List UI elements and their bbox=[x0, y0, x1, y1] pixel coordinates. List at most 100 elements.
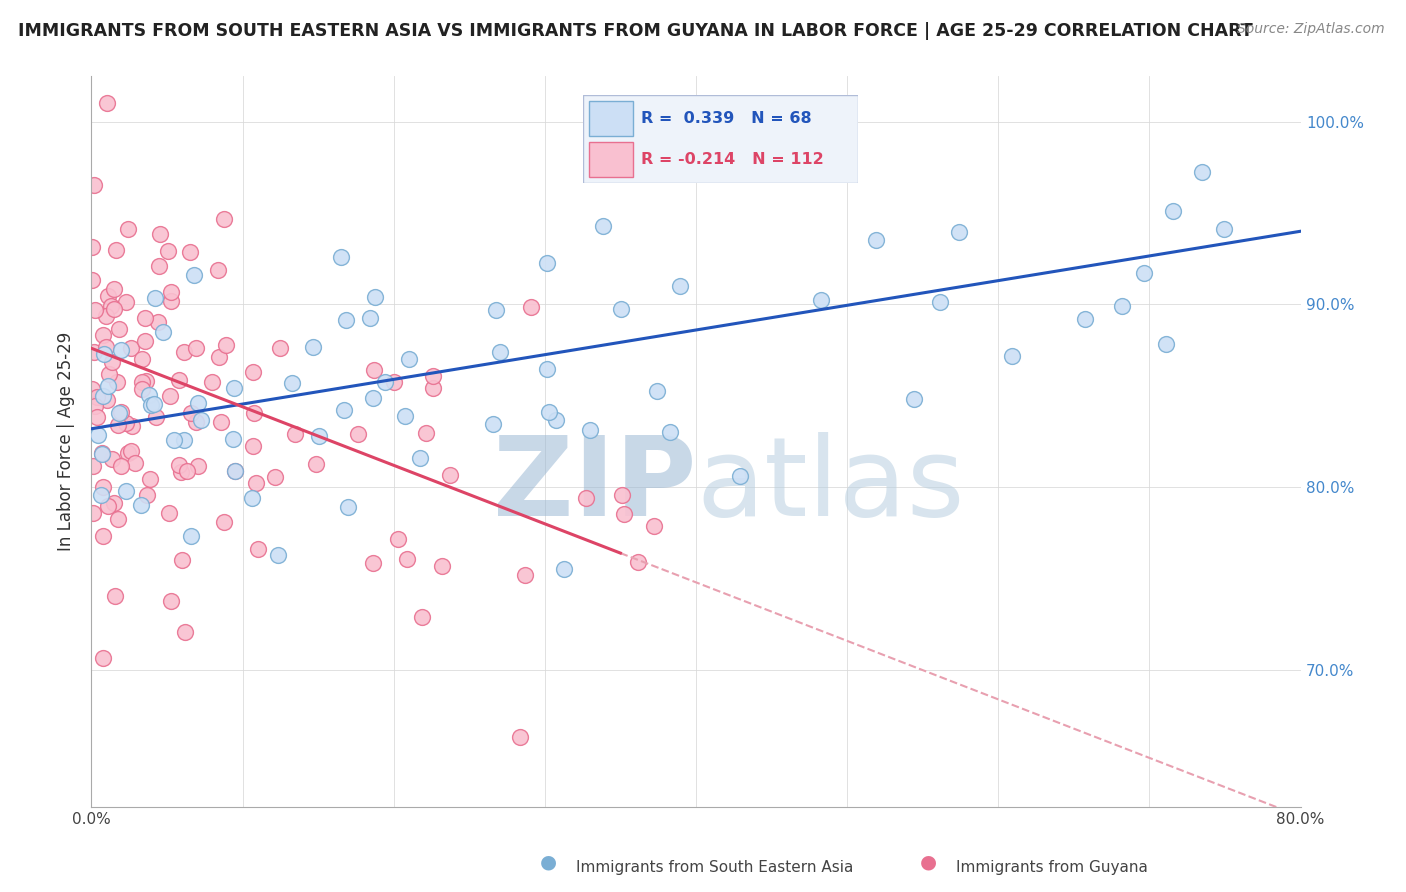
Point bbox=[120, 444, 142, 458]
Point bbox=[332, 403, 354, 417]
Point bbox=[143, 396, 166, 410]
Point bbox=[105, 376, 128, 390]
Point bbox=[173, 345, 195, 359]
Point bbox=[159, 388, 181, 402]
Point bbox=[117, 446, 139, 460]
Point bbox=[284, 427, 307, 442]
Point bbox=[269, 341, 291, 355]
Point bbox=[245, 475, 267, 490]
Point bbox=[86, 409, 108, 424]
Point bbox=[80, 382, 103, 396]
Point bbox=[104, 589, 127, 603]
Point bbox=[97, 378, 120, 392]
Point bbox=[482, 417, 505, 432]
Point bbox=[1074, 311, 1097, 326]
Point bbox=[183, 268, 205, 282]
Text: Source: ZipAtlas.com: Source: ZipAtlas.com bbox=[1237, 22, 1385, 37]
Point bbox=[643, 518, 665, 533]
Point bbox=[120, 341, 142, 355]
Point bbox=[159, 593, 181, 607]
Point bbox=[152, 325, 174, 339]
FancyBboxPatch shape bbox=[589, 142, 633, 177]
Point bbox=[1154, 337, 1177, 351]
Point bbox=[186, 416, 208, 430]
Text: R =  0.339   N = 68: R = 0.339 N = 68 bbox=[641, 111, 811, 126]
Point bbox=[91, 447, 114, 461]
Text: IMMIGRANTS FROM SOUTH EASTERN ASIA VS IMMIGRANTS FROM GUYANA IN LABOR FORCE | AG: IMMIGRANTS FROM SOUTH EASTERN ASIA VS IM… bbox=[18, 22, 1253, 40]
Point bbox=[520, 300, 543, 314]
Point bbox=[145, 410, 167, 425]
Point bbox=[110, 458, 132, 473]
Text: atlas: atlas bbox=[696, 432, 965, 539]
Point bbox=[184, 341, 207, 355]
Point bbox=[538, 405, 561, 419]
Point bbox=[148, 259, 170, 273]
Point bbox=[865, 233, 887, 247]
Point bbox=[246, 541, 269, 556]
Point bbox=[613, 507, 636, 521]
Point bbox=[87, 428, 110, 442]
Point bbox=[82, 458, 104, 473]
Point bbox=[114, 295, 136, 310]
Point bbox=[411, 610, 433, 624]
Point bbox=[167, 373, 190, 387]
Point bbox=[627, 555, 650, 569]
Point bbox=[422, 381, 444, 395]
Point bbox=[107, 512, 129, 526]
Point bbox=[135, 488, 157, 502]
Point bbox=[263, 470, 285, 484]
Point bbox=[157, 244, 180, 258]
Point bbox=[305, 457, 328, 471]
Point bbox=[160, 285, 183, 299]
Point bbox=[86, 390, 108, 404]
Point bbox=[337, 500, 360, 514]
Point bbox=[1111, 299, 1133, 313]
Point bbox=[394, 409, 416, 423]
Point bbox=[224, 381, 246, 395]
Point bbox=[645, 384, 668, 399]
FancyBboxPatch shape bbox=[589, 101, 633, 136]
Point bbox=[214, 211, 236, 226]
Point bbox=[948, 225, 970, 239]
Point bbox=[82, 273, 104, 287]
Point bbox=[96, 96, 118, 111]
Point bbox=[207, 262, 229, 277]
Point bbox=[398, 351, 420, 366]
Point bbox=[1132, 266, 1154, 280]
Point bbox=[141, 398, 163, 412]
Point bbox=[84, 399, 107, 413]
Text: ●: ● bbox=[540, 852, 557, 871]
Point bbox=[131, 351, 153, 366]
Point bbox=[179, 244, 201, 259]
Point bbox=[928, 294, 950, 309]
Point bbox=[115, 416, 138, 430]
Point bbox=[658, 425, 681, 440]
Point bbox=[91, 650, 114, 665]
Point bbox=[187, 396, 209, 410]
Point bbox=[187, 459, 209, 474]
Point bbox=[160, 293, 183, 308]
Text: R = -0.214   N = 112: R = -0.214 N = 112 bbox=[641, 152, 824, 167]
Point bbox=[82, 240, 104, 254]
Point bbox=[91, 446, 114, 460]
Text: ZIP: ZIP bbox=[492, 432, 696, 539]
Point bbox=[170, 552, 193, 566]
Point bbox=[103, 301, 125, 316]
Point bbox=[135, 374, 157, 388]
Point bbox=[329, 250, 352, 264]
Point bbox=[810, 293, 832, 308]
Point bbox=[280, 376, 302, 391]
Point bbox=[180, 406, 202, 420]
Point bbox=[610, 301, 633, 316]
Point bbox=[103, 282, 125, 296]
Point bbox=[364, 290, 387, 304]
Point bbox=[553, 562, 575, 576]
Point bbox=[485, 303, 508, 318]
Point bbox=[143, 292, 166, 306]
Point bbox=[97, 289, 120, 303]
Point bbox=[335, 313, 357, 327]
Point bbox=[574, 491, 596, 505]
Point bbox=[1161, 204, 1184, 219]
Point bbox=[97, 499, 120, 513]
Point bbox=[103, 496, 125, 510]
